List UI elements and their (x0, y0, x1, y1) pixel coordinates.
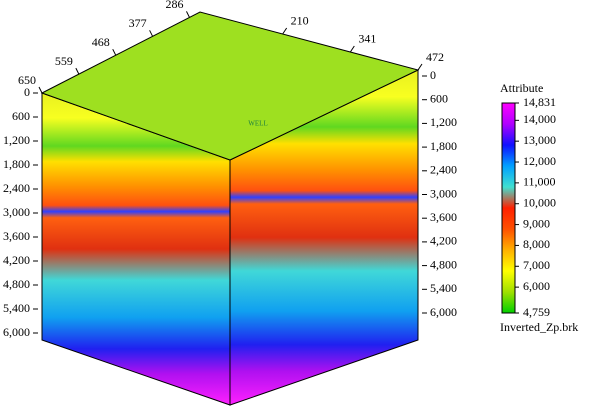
tick-label: 11,000 (523, 175, 556, 189)
tick-label: 468 (92, 35, 110, 49)
tick-label: 341 (358, 32, 376, 46)
tick-label: 377 (129, 16, 147, 30)
tick-mark (417, 63, 423, 71)
tick-label: 1,800 (3, 157, 30, 171)
tick-mark (349, 45, 355, 53)
tick-mark (149, 30, 154, 37)
tick-label: 6,000 (523, 279, 550, 293)
tick-label: 8,000 (523, 237, 550, 251)
tick-label: 3,000 (430, 186, 457, 200)
tick-label: 0 (24, 85, 30, 99)
colorbar-label: Inverted_Zp.brk (500, 320, 578, 334)
tick-label: 7,000 (523, 258, 550, 272)
tick-label: 10,000 (523, 195, 556, 209)
tick-label: 14,000 (523, 112, 556, 126)
tick-label: 9,000 (523, 216, 550, 230)
tick-label: 13,000 (523, 133, 556, 147)
tick-label: 0 (430, 68, 436, 82)
tick-label: 3,600 (3, 229, 30, 243)
tick-label: 4,200 (430, 234, 457, 248)
tick-label: 12,000 (523, 154, 556, 168)
tick-label: 4,800 (430, 257, 457, 271)
tick-label: 286 (165, 0, 183, 11)
colorbar-title: Attribute (500, 81, 543, 95)
tick-label: 6,000 (3, 325, 30, 339)
tick-label: 4,759 (523, 305, 550, 319)
tick-mark (186, 11, 190, 18)
tick-label: 472 (426, 50, 444, 64)
tick-label: 4,200 (3, 253, 30, 267)
tick-label: 3,600 (430, 210, 457, 224)
tick-label: 559 (55, 54, 73, 68)
tick-label: 2,400 (3, 181, 30, 195)
tick-label: 650 (18, 73, 36, 87)
tick-label: 1,800 (430, 139, 457, 153)
tick-label: 210 (291, 14, 309, 28)
tick-label: 4,800 (3, 277, 30, 291)
tick-label: 600 (12, 109, 30, 123)
tick-label: 600 (430, 91, 448, 105)
tick-label: 14,831 (523, 95, 556, 109)
tick-label: 3,000 (3, 205, 30, 219)
tick-label: 5,400 (3, 301, 30, 315)
tick-label: 5,400 (430, 281, 457, 295)
tick-label: 1,200 (430, 115, 457, 129)
tick-mark (75, 67, 80, 75)
tick-label: 2,400 (430, 163, 457, 177)
well-label: WELL (248, 120, 267, 128)
tick-label: 1,200 (3, 133, 30, 147)
tick-mark (38, 86, 43, 94)
tick-mark (282, 27, 288, 35)
tick-mark (112, 48, 117, 56)
colorbar (501, 102, 516, 314)
tick-label: 6,000 (430, 305, 457, 319)
